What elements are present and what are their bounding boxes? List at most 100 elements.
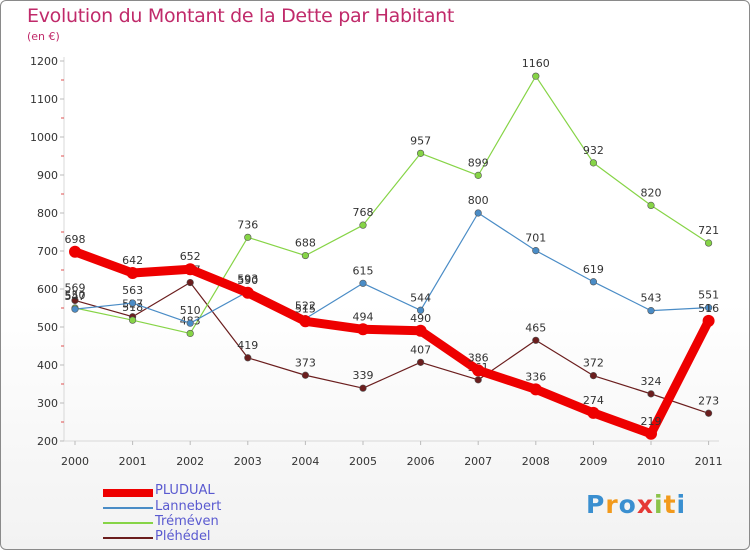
data-label-tremeven: 932 <box>583 144 604 157</box>
x-tick-label: 2003 <box>234 455 262 468</box>
y-tick-label: 200 <box>37 435 58 448</box>
data-label-tremeven: 768 <box>353 206 374 219</box>
x-tick-label: 2007 <box>464 455 492 468</box>
x-tick-label: 2006 <box>407 455 435 468</box>
data-point-tremeven <box>647 201 655 209</box>
data-label-tremeven: 1160 <box>522 57 550 70</box>
data-label-tremeven: 550 <box>65 289 86 302</box>
data-label-lannebert: 563 <box>122 284 143 297</box>
data-point-pludual <box>184 263 197 276</box>
y-tick-label: 1100 <box>30 93 58 106</box>
legend-label-lannebert: Lannebert <box>155 499 222 514</box>
proxiti-logo: Proxiti <box>586 490 686 519</box>
y-tick-label: 400 <box>37 359 58 372</box>
data-label-plehedel: 372 <box>583 357 604 370</box>
series-line-lannebert <box>74 212 710 324</box>
data-point-tremeven <box>704 239 713 247</box>
y-tick-label: 1200 <box>30 55 58 68</box>
data-label-pludual: 516 <box>698 302 719 315</box>
y-tick-label: 1000 <box>30 131 58 144</box>
data-point-plehedel <box>244 354 252 362</box>
data-label-pludual: 642 <box>122 254 143 267</box>
legend-swatch-tremeven <box>103 522 153 524</box>
data-point-plehedel <box>647 390 655 398</box>
x-tick-label: 2002 <box>176 455 204 468</box>
data-point-pludual <box>241 286 254 299</box>
data-label-lannebert: 701 <box>525 232 546 245</box>
data-point-pludual <box>357 323 369 336</box>
data-label-lannebert: 551 <box>698 289 719 302</box>
data-label-tremeven: 688 <box>295 237 316 250</box>
data-label-pludual: 490 <box>410 312 431 325</box>
legend-swatch-plehedel <box>103 537 153 539</box>
data-point-pludual <box>529 383 542 396</box>
data-point-lannebert <box>186 319 194 327</box>
y-tick-label: 600 <box>37 283 58 296</box>
legend-swatch-pludual <box>103 489 153 497</box>
data-label-plehedel: 324 <box>641 375 662 388</box>
series-plehedel: 569527617419373339407361465372324273 <box>65 264 719 417</box>
data-label-pludual: 274 <box>583 394 604 407</box>
series-line-tremeven <box>74 75 710 335</box>
data-label-lannebert: 619 <box>583 263 604 276</box>
data-point-tremeven <box>244 233 252 241</box>
data-label-tremeven: 721 <box>698 224 719 237</box>
data-point-plehedel <box>417 358 425 366</box>
x-tick-label: 2000 <box>61 455 89 468</box>
data-label-lannebert: 615 <box>353 264 374 277</box>
data-label-lannebert: 593 <box>237 273 258 286</box>
data-label-pludual: 698 <box>65 233 86 246</box>
x-tick-label: 2005 <box>349 455 377 468</box>
data-point-lannebert <box>71 305 79 313</box>
data-label-plehedel: 569 <box>65 281 86 294</box>
data-point-plehedel <box>186 278 194 287</box>
y-tick-label: 500 <box>37 321 58 334</box>
series-line-plehedel <box>74 281 710 414</box>
x-tick-label: 2011 <box>695 455 723 468</box>
legend-label-pludual: PLUDUAL <box>155 483 215 498</box>
data-label-pludual: 219 <box>641 415 662 428</box>
x-tick-label: 2004 <box>291 455 319 468</box>
data-point-pludual <box>587 406 600 419</box>
x-tick-label: 2010 <box>637 455 665 468</box>
data-label-tremeven: 899 <box>468 156 489 169</box>
data-label-lannebert: 547 <box>65 290 86 303</box>
data-point-lannebert <box>647 307 655 315</box>
data-label-pludual: 336 <box>525 370 546 383</box>
data-point-pludual <box>126 267 139 280</box>
data-label-pludual: 652 <box>180 250 201 263</box>
x-tick-label: 2009 <box>579 455 607 468</box>
logo-letter: r <box>605 490 619 519</box>
data-label-plehedel: 465 <box>525 321 546 334</box>
data-label-pludual: 386 <box>468 351 489 364</box>
data-label-tremeven: 736 <box>237 218 258 231</box>
logo-letter: i <box>676 490 687 519</box>
data-point-lannebert <box>704 304 713 312</box>
data-point-pludual <box>472 364 485 377</box>
x-tick-label: 2001 <box>119 455 147 468</box>
logo-letter: P <box>586 490 606 519</box>
data-point-pludual <box>69 245 81 258</box>
logo-letter: i <box>654 490 664 519</box>
logo-letter: o <box>618 490 637 519</box>
data-label-pludual: 515 <box>295 302 316 315</box>
data-label-plehedel: 419 <box>237 339 258 352</box>
data-point-lannebert <box>417 306 425 314</box>
data-label-lannebert: 544 <box>410 291 431 304</box>
data-label-lannebert: 510 <box>180 304 201 317</box>
y-tick-label: 700 <box>37 245 58 258</box>
data-point-tremeven <box>532 72 540 80</box>
series-tremeven: 5505184837366887689578991160932820721 <box>65 57 719 338</box>
data-point-plehedel <box>474 376 482 384</box>
data-point-plehedel <box>532 336 540 344</box>
data-label-lannebert: 522 <box>295 300 316 313</box>
data-point-pludual <box>702 314 715 327</box>
series-line-pludual <box>70 247 714 439</box>
data-point-plehedel <box>359 384 367 392</box>
data-point-plehedel <box>301 371 310 379</box>
data-label-plehedel: 407 <box>410 343 431 356</box>
data-point-pludual <box>414 324 427 337</box>
data-label-tremeven: 820 <box>641 186 662 199</box>
